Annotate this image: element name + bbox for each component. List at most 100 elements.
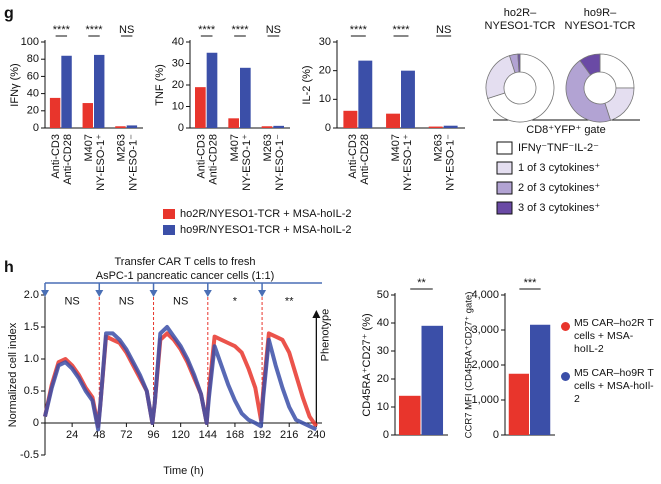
x-tick-label: 48 <box>93 429 105 441</box>
x-tick-label: Anti-CD3 <box>347 134 359 179</box>
y-tick-label: 0 <box>178 122 184 134</box>
annotation: ** <box>285 295 294 307</box>
pie-slice <box>599 53 635 89</box>
annotation: NS <box>119 295 134 307</box>
significance: **** <box>392 24 410 36</box>
x-tick-label: M407 <box>229 134 241 162</box>
x-tick-label: 216 <box>280 429 298 441</box>
significance: NS <box>266 24 281 36</box>
y-tick-label: 2,000 <box>471 359 499 371</box>
y-tick-label: 0 <box>33 122 39 134</box>
legend-label: ho9R/NYESO1-TCR + MSA-hoIL-2 <box>180 224 351 236</box>
y-tick-label: 0 <box>383 429 389 441</box>
arrow-head <box>149 290 158 297</box>
legend-label: 1 of 3 cytokines⁺ <box>518 162 600 174</box>
legend-swatch <box>496 201 513 215</box>
significance: NS <box>436 24 451 36</box>
pie-slice <box>487 53 555 123</box>
bar <box>82 103 93 128</box>
bar <box>195 87 206 128</box>
x-tick-label: 240 <box>307 429 325 441</box>
bar <box>530 324 551 435</box>
bar <box>443 125 458 128</box>
legend-swatch <box>496 161 513 175</box>
legend-text: M5 CAR–ho9R T cells + MSA-hoIl-2 <box>574 367 654 405</box>
significance: **** <box>53 24 71 36</box>
chart-subtitle: AsPC-1 pancreatic cancer cells (1:1) <box>96 270 275 282</box>
pie-title: NYESO1-TCR <box>485 20 556 32</box>
legend-label: 2 of 3 cytokines⁺ <box>518 182 600 194</box>
significance: **** <box>350 24 368 36</box>
y-tick-label: 1.5 <box>24 321 39 333</box>
annotation: * <box>233 295 238 307</box>
significance: **** <box>198 24 216 36</box>
y-tick-label: 30 <box>319 36 331 48</box>
y-axis-label: TNF (%) <box>154 64 166 106</box>
y-tick-label: 60 <box>27 70 39 82</box>
y-axis-label: IL-2 (%) <box>301 65 313 104</box>
y-tick-label: 20 <box>27 105 39 117</box>
x-tick-label: NY-ESO-1⁺ <box>402 134 414 191</box>
legend-label: 3 of 3 cytokines⁺ <box>518 202 600 214</box>
panel-label: h <box>4 259 14 276</box>
x-tick-label: NY-ESO-1⁻ <box>274 134 286 191</box>
bar <box>94 54 105 128</box>
legend-dot <box>561 372 570 381</box>
legend-dot <box>561 322 570 331</box>
y-axis-label: CD45RA⁺CD27⁺ (%) <box>361 313 373 416</box>
x-tick-label: Anti-CD3 <box>50 134 62 179</box>
significance: *** <box>524 277 538 289</box>
pie-title: ho9R– <box>584 7 617 19</box>
y-tick-label: 40 <box>377 317 389 329</box>
bar <box>206 52 218 128</box>
x-tick-label: NY-ESO-1⁻ <box>128 134 140 191</box>
x-tick-label: M263 <box>116 134 128 162</box>
y-tick-label: 2.0 <box>24 289 39 301</box>
bar <box>273 125 284 128</box>
x-tick-label: M263 <box>262 134 274 162</box>
bar <box>401 70 415 128</box>
y-tick-label: 0 <box>493 429 499 441</box>
arrow-head <box>41 290 49 297</box>
y-tick-label: 10 <box>172 100 184 112</box>
y-tick-label: 50 <box>377 289 389 301</box>
y-tick-label: 4,000 <box>471 289 499 301</box>
legend-swatch <box>496 181 513 195</box>
panel-label: g <box>4 5 14 22</box>
pie-slice <box>565 59 612 123</box>
chart-title: Transfer CAR T cells to fresh <box>114 256 255 268</box>
bar <box>343 110 358 128</box>
bar <box>358 60 373 129</box>
x-tick-label: 96 <box>147 429 159 441</box>
annotation: NS <box>173 295 188 307</box>
y-tick-label: 30 <box>172 57 184 69</box>
legend-title: CD8⁺YFP⁺ gate <box>526 124 605 136</box>
legend-label: IFNγ⁻TNF⁻IL-2⁻ <box>518 142 599 154</box>
x-tick-label: 144 <box>199 429 217 441</box>
bar <box>261 126 273 128</box>
y-tick-label: 3,000 <box>471 324 499 336</box>
y-tick-label: 1.0 <box>24 353 39 365</box>
bar <box>228 118 239 128</box>
x-tick-label: Anti-CD28 <box>62 134 74 185</box>
x-tick-label: 168 <box>226 429 244 441</box>
phenotype-label: Phenotype <box>319 309 331 362</box>
significance: NS <box>119 24 134 36</box>
pie-slice <box>579 53 601 76</box>
y-tick-label: 40 <box>172 36 184 48</box>
legend-text: M5 CAR–ho2R T cells + MSA-hoIL-2 <box>574 317 654 355</box>
legend-swatch <box>163 209 175 219</box>
x-axis-label: Time (h) <box>163 465 204 477</box>
x-tick-label: NY-ESO-1⁺ <box>95 134 107 191</box>
arrow-head <box>312 310 321 318</box>
pie-slice <box>517 53 521 73</box>
y-tick-label: 20 <box>319 65 331 77</box>
y-tick-label: 100 <box>21 36 39 48</box>
pie-title: ho2R– <box>504 7 537 19</box>
arrow-head <box>95 290 104 297</box>
x-tick-label: NY-ESO-1⁻ <box>445 134 457 191</box>
bar <box>61 55 72 129</box>
legend-label: ho2R/NYESO1-TCR + MSA-hoIL-2 <box>180 208 351 220</box>
x-tick-label: M407 <box>390 134 402 162</box>
